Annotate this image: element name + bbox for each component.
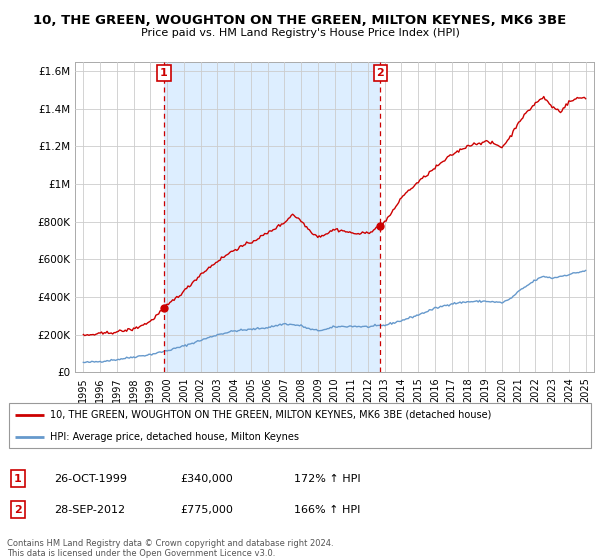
- Text: 2: 2: [14, 505, 22, 515]
- Text: 10, THE GREEN, WOUGHTON ON THE GREEN, MILTON KEYNES, MK6 3BE (detached house): 10, THE GREEN, WOUGHTON ON THE GREEN, MI…: [50, 409, 491, 419]
- Text: 1: 1: [160, 68, 168, 78]
- Text: 1: 1: [14, 474, 22, 484]
- Text: 172% ↑ HPI: 172% ↑ HPI: [294, 474, 361, 484]
- FancyBboxPatch shape: [9, 403, 591, 448]
- Bar: [164, 62, 380, 372]
- Text: £775,000: £775,000: [180, 505, 233, 515]
- Text: 2: 2: [376, 68, 384, 78]
- Text: 28-SEP-2012: 28-SEP-2012: [54, 505, 125, 515]
- Text: HPI: Average price, detached house, Milton Keynes: HPI: Average price, detached house, Milt…: [50, 432, 299, 442]
- Text: 166% ↑ HPI: 166% ↑ HPI: [294, 505, 361, 515]
- Text: 10, THE GREEN, WOUGHTON ON THE GREEN, MILTON KEYNES, MK6 3BE: 10, THE GREEN, WOUGHTON ON THE GREEN, MI…: [34, 14, 566, 27]
- Text: 26-OCT-1999: 26-OCT-1999: [54, 474, 127, 484]
- Text: £340,000: £340,000: [180, 474, 233, 484]
- Text: Price paid vs. HM Land Registry's House Price Index (HPI): Price paid vs. HM Land Registry's House …: [140, 28, 460, 38]
- Text: Contains HM Land Registry data © Crown copyright and database right 2024.
This d: Contains HM Land Registry data © Crown c…: [7, 539, 334, 558]
